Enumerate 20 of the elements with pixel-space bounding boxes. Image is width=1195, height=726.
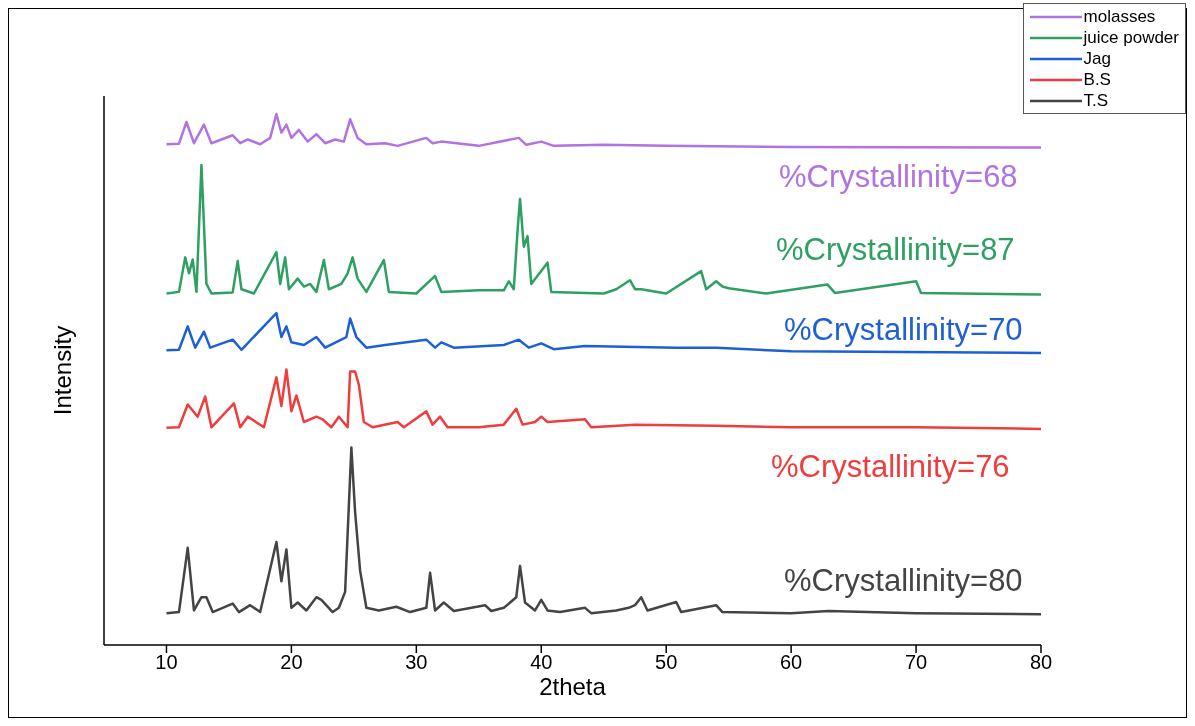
x-tick-label: 70 <box>904 651 928 674</box>
x-tick-label: 40 <box>530 651 553 674</box>
legend-label: Jag <box>1083 48 1111 69</box>
annotation: %Crystallinity=70 <box>784 312 1023 347</box>
annotation: %Crystallinity=87 <box>776 232 1015 267</box>
y-axis-title: Intensity <box>48 325 76 416</box>
x-tick-label: 10 <box>155 651 178 674</box>
annotation: %Crystallinity=76 <box>771 449 1010 484</box>
x-axis-title: 2theta <box>539 673 607 700</box>
legend-label: T.S <box>1083 90 1109 111</box>
x-tick-label: 20 <box>280 651 303 674</box>
x-tick-label: 80 <box>1029 651 1053 674</box>
annotation: %Crystallinity=68 <box>779 159 1018 194</box>
x-tick-label: 60 <box>780 651 803 674</box>
legend-label: juice powder <box>1083 27 1179 48</box>
annotation: %Crystallinity=80 <box>784 563 1023 598</box>
x-tick-label: 50 <box>655 651 678 674</box>
legend-label: molasses <box>1083 6 1156 27</box>
x-tick-label: 30 <box>405 651 428 674</box>
legend-label: B.S <box>1083 69 1111 90</box>
